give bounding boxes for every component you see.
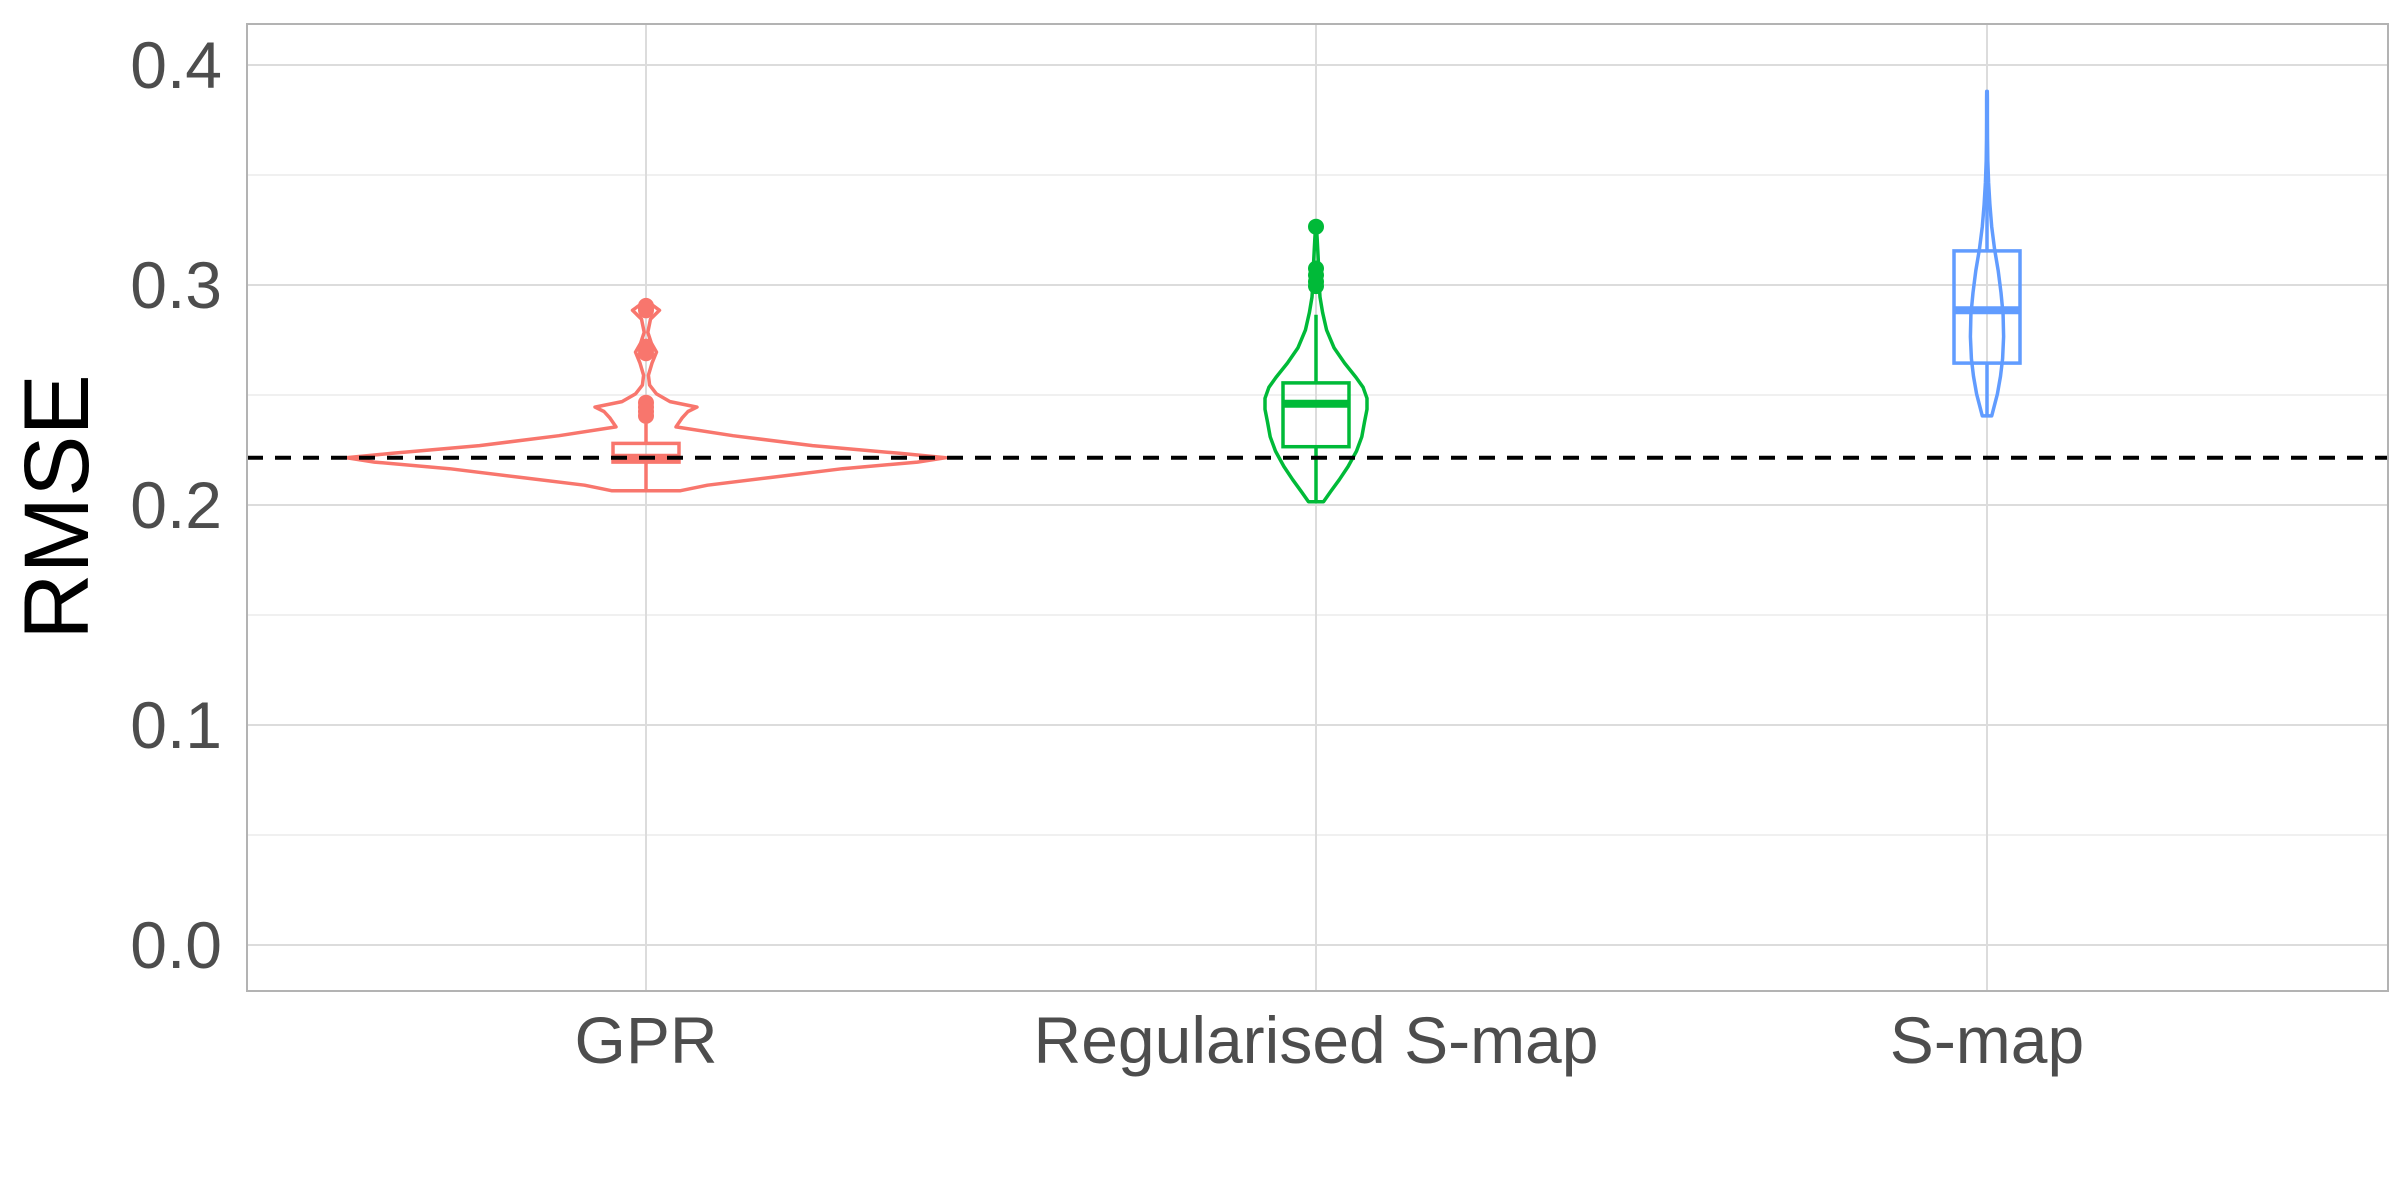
x-tick-label: GPR: [574, 1003, 717, 1077]
y-axis-tick-labels: 0.0 0.1 0.2 0.3 0.4: [130, 28, 222, 982]
x-axis-tick-labels: GPR Regularised S-map S-map: [574, 1003, 2084, 1077]
outlier-point: [638, 345, 654, 362]
violin-group: [1263, 218, 1369, 504]
y-tick-label: 0.1: [130, 688, 222, 762]
plot-area: [247, 89, 2388, 504]
panel-border: [246, 23, 2389, 992]
grid-lines: [247, 24, 2388, 991]
outlier-point: [638, 302, 654, 319]
box: [1281, 381, 1351, 449]
x-tick-label: Regularised S-map: [1034, 1003, 1599, 1077]
outlier-point: [1308, 278, 1324, 295]
y-tick-label: 0.0: [130, 908, 222, 982]
y-tick-label: 0.3: [130, 248, 222, 322]
violin-group: [1952, 89, 2022, 418]
outlier-point: [638, 407, 654, 424]
box: [611, 441, 681, 464]
outlier-point: [1308, 218, 1324, 235]
y-axis-title: RMSE: [6, 374, 108, 640]
x-tick-label: S-map: [1890, 1003, 2084, 1077]
y-tick-label: 0.2: [130, 468, 222, 542]
y-tick-label: 0.4: [130, 28, 222, 102]
